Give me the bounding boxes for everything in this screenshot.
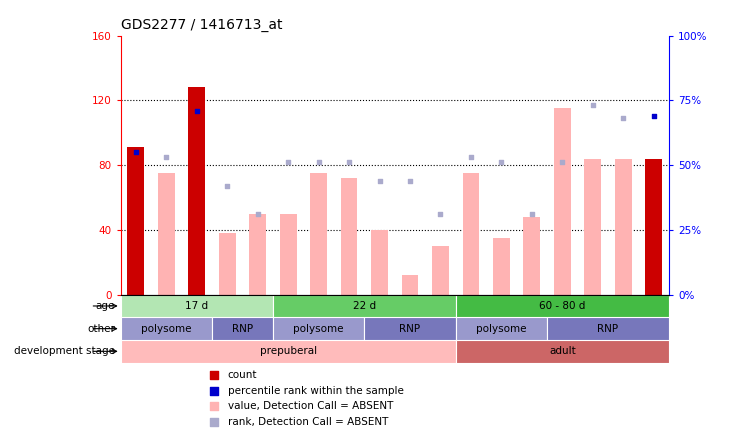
- Text: 22 d: 22 d: [353, 301, 376, 311]
- Point: [617, 115, 629, 122]
- Point: [221, 182, 233, 189]
- Point: [130, 149, 142, 156]
- Bar: [273, 295, 455, 317]
- Bar: [645, 159, 662, 295]
- Text: 17 d: 17 d: [185, 301, 208, 311]
- Text: polysome: polysome: [293, 324, 344, 333]
- Text: prepuberal: prepuberal: [260, 346, 317, 357]
- Bar: [121, 295, 273, 317]
- Point: [313, 159, 325, 166]
- Text: polysome: polysome: [141, 324, 192, 333]
- Bar: [158, 173, 175, 295]
- Point: [465, 154, 477, 161]
- Bar: [523, 217, 540, 295]
- Bar: [493, 238, 510, 295]
- Bar: [249, 214, 266, 295]
- Bar: [310, 173, 327, 295]
- Bar: [371, 230, 388, 295]
- Text: RNP: RNP: [399, 324, 420, 333]
- Point: [374, 177, 385, 184]
- Bar: [554, 108, 571, 295]
- Bar: [584, 159, 601, 295]
- Point: [282, 159, 294, 166]
- Text: GDS2277 / 1416713_at: GDS2277 / 1416713_at: [121, 18, 282, 32]
- Text: age: age: [96, 301, 115, 311]
- Bar: [463, 173, 480, 295]
- Bar: [212, 317, 273, 340]
- Bar: [121, 317, 212, 340]
- Bar: [189, 87, 205, 295]
- Point: [161, 154, 173, 161]
- Bar: [219, 233, 235, 295]
- Point: [496, 159, 507, 166]
- Point: [251, 211, 263, 218]
- Point: [526, 211, 538, 218]
- Text: adult: adult: [549, 346, 575, 357]
- Text: count: count: [227, 370, 257, 380]
- Text: RNP: RNP: [597, 324, 618, 333]
- Text: development stage: development stage: [14, 346, 115, 357]
- Bar: [455, 317, 547, 340]
- Text: percentile rank within the sample: percentile rank within the sample: [227, 385, 404, 396]
- Point: [344, 159, 355, 166]
- Bar: [121, 340, 455, 363]
- Bar: [432, 246, 449, 295]
- Bar: [127, 147, 144, 295]
- Bar: [341, 178, 357, 295]
- Bar: [455, 295, 669, 317]
- Point: [556, 159, 568, 166]
- Bar: [547, 317, 669, 340]
- Bar: [273, 317, 364, 340]
- Text: rank, Detection Call = ABSENT: rank, Detection Call = ABSENT: [227, 417, 388, 427]
- Bar: [615, 159, 632, 295]
- Text: polysome: polysome: [476, 324, 526, 333]
- Bar: [401, 275, 418, 295]
- Text: other: other: [87, 324, 115, 333]
- Text: RNP: RNP: [232, 324, 253, 333]
- Point: [434, 211, 446, 218]
- Point: [404, 177, 416, 184]
- Bar: [364, 317, 455, 340]
- Point: [587, 102, 599, 109]
- Text: 60 - 80 d: 60 - 80 d: [539, 301, 586, 311]
- Text: value, Detection Call = ABSENT: value, Detection Call = ABSENT: [227, 401, 393, 411]
- Point: [648, 112, 659, 119]
- Bar: [280, 214, 297, 295]
- Bar: [455, 340, 669, 363]
- Point: [191, 107, 202, 114]
